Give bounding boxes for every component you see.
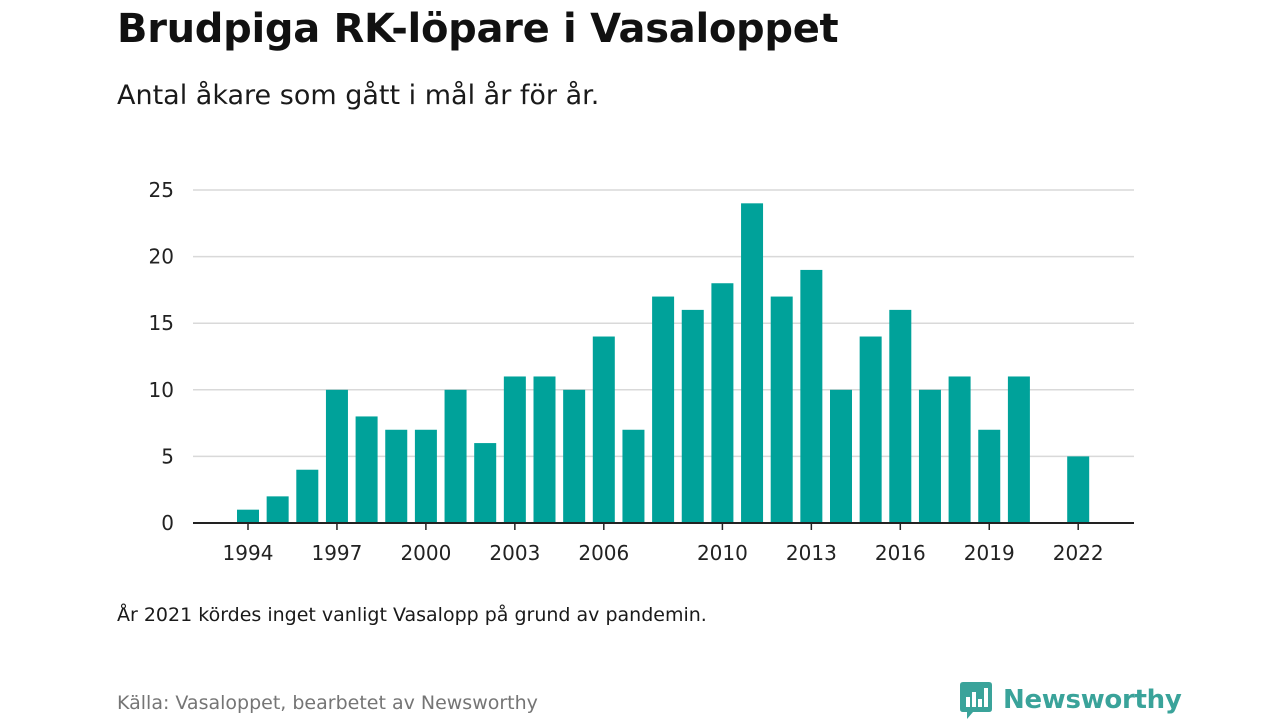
y-tick-label: 10: [149, 378, 174, 402]
bar-2017: [918, 389, 941, 523]
bar-2013: [800, 269, 823, 523]
x-tick-label: 2019: [964, 541, 1015, 565]
bar-1999: [385, 429, 408, 523]
y-tick-label: 5: [161, 444, 174, 468]
bar-2006: [592, 336, 615, 523]
y-tick-label: 25: [149, 178, 174, 202]
bar-2000: [414, 429, 437, 523]
bars: [237, 203, 1090, 523]
bar-1995: [266, 496, 289, 523]
bar-2001: [444, 389, 467, 523]
footnote: År 2021 kördes inget vanligt Vasalopp på…: [117, 604, 707, 626]
brand-name: Newsworthy: [1003, 685, 1182, 715]
y-tick-label: 0: [161, 511, 174, 535]
bar-chart: 0 5 10 15 20 25 1994 1997 2000 2003 2006 2010 2013 20…: [149, 178, 1134, 565]
bar-2003: [503, 376, 526, 523]
brand-logo: Newsworthy: [959, 680, 1182, 720]
x-tick-label: 2013: [786, 541, 837, 565]
bar-2010: [711, 283, 734, 523]
x-tick-label: 2000: [400, 541, 451, 565]
bar-2005: [563, 389, 586, 523]
bar-2022: [1067, 456, 1090, 523]
x-tick-label: 2022: [1053, 541, 1104, 565]
x-tick-label: 2010: [697, 541, 748, 565]
axes: 0 5 10 15 20 25 1994 1997 2000 2003 2006 2010 2013 20…: [149, 178, 1134, 565]
bar-2004: [533, 376, 556, 523]
bar-2012: [770, 296, 793, 523]
bar-2015: [859, 336, 882, 523]
newsworthy-logo-icon: [960, 682, 992, 719]
x-tick-label: 2003: [489, 541, 540, 565]
bar-1996: [296, 469, 319, 523]
bar-2018: [948, 376, 971, 523]
x-tick-label: 2016: [875, 541, 926, 565]
chart-subtitle: Antal åkare som gått i mål år för år.: [117, 80, 600, 111]
bar-2014: [830, 389, 852, 523]
source-text: Källa: Vasaloppet, bearbetet av Newswort…: [117, 692, 538, 714]
bar-2020: [1007, 376, 1030, 523]
bar-2009: [681, 309, 704, 523]
chart-title: Brudpiga RK-löpare i Vasaloppet: [117, 6, 839, 52]
bar-2016: [889, 309, 912, 523]
bar-2007: [622, 429, 645, 523]
y-tick-label: 20: [149, 245, 174, 269]
bar-2008: [652, 296, 675, 523]
x-tick-label: 2006: [578, 541, 629, 565]
x-tick-label: 1997: [311, 541, 362, 565]
bar-2002: [474, 443, 497, 523]
x-tick-label: 1994: [223, 541, 274, 565]
bar-1997: [325, 389, 348, 523]
bar-2011: [741, 203, 764, 523]
bar-2019: [978, 429, 1001, 523]
bar-1998: [355, 416, 378, 523]
bar-1994: [237, 509, 259, 523]
y-tick-label: 15: [149, 311, 174, 335]
